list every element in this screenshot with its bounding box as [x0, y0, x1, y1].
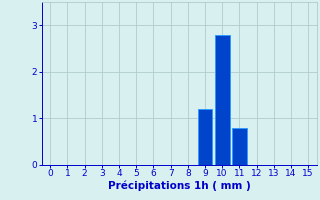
X-axis label: Précipitations 1h ( mm ): Précipitations 1h ( mm ) — [108, 181, 251, 191]
Bar — [232, 128, 247, 165]
Bar — [198, 109, 212, 165]
Bar — [215, 35, 229, 165]
